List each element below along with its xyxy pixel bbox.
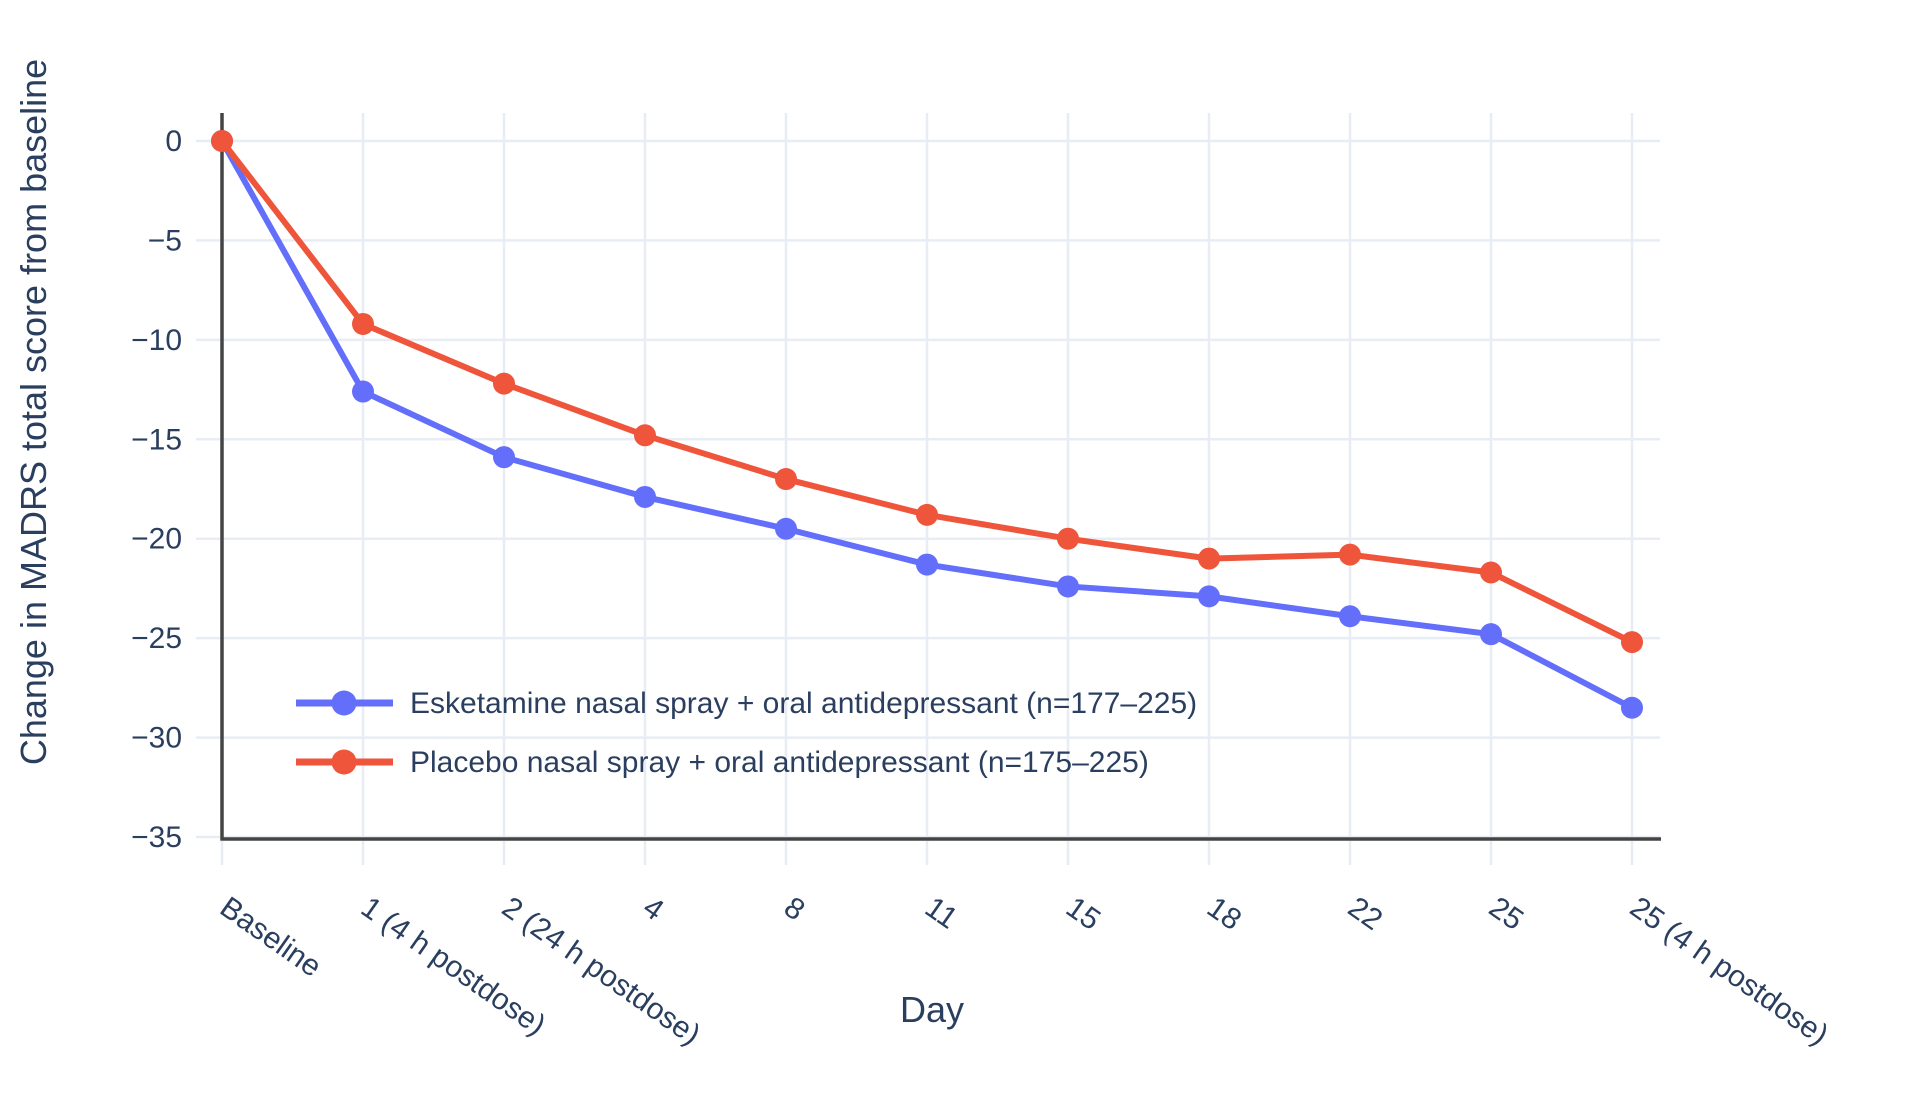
x-tick-label: 11 (919, 891, 963, 936)
data-point (493, 446, 515, 469)
data-point (775, 517, 797, 540)
data-point (1621, 631, 1643, 654)
data-point (916, 553, 938, 576)
x-axis-title: Day (900, 989, 964, 1030)
data-point (1621, 696, 1643, 719)
y-tick-label: −20 (131, 523, 182, 556)
data-point (1480, 561, 1502, 584)
legend-label-placebo: Placebo nasal spray + oral antidepressan… (410, 746, 1149, 779)
x-tick-label: 22 (1342, 891, 1388, 937)
x-tick-label: Baseline (214, 891, 327, 984)
data-point (1057, 575, 1079, 598)
data-point (1339, 543, 1361, 566)
legend-marker-esketamine (331, 690, 357, 716)
y-tick-label: −15 (131, 423, 182, 456)
data-point (352, 312, 374, 335)
data-point (1057, 527, 1079, 550)
y-tick-label: −35 (131, 821, 182, 854)
legend-item-placebo[interactable]: Placebo nasal spray + oral antidepressan… (296, 746, 1149, 779)
x-tick-label: 18 (1201, 891, 1247, 937)
grid-layer (196, 113, 1660, 865)
data-point (1480, 623, 1502, 646)
legend: Esketamine nasal spray + oral antidepres… (296, 687, 1197, 779)
y-axis-title: Change in MADRS total score from baselin… (13, 59, 54, 765)
legend-marker-placebo (331, 749, 357, 775)
x-tick-label: 15 (1060, 891, 1106, 937)
x-tick-label: 25 (1483, 891, 1529, 937)
data-point (1198, 585, 1220, 608)
data-point (211, 130, 233, 152)
y-tick-label: −30 (131, 722, 182, 755)
series-layer (211, 130, 1643, 719)
y-tick-label: −10 (131, 324, 182, 357)
data-point (493, 372, 515, 395)
data-point (634, 424, 656, 447)
data-point (634, 485, 656, 508)
legend-item-esketamine[interactable]: Esketamine nasal spray + oral antidepres… (296, 687, 1197, 720)
x-tick-label: 25 (4 h postdose) (1624, 891, 1834, 1052)
x-tick-label: 4 (637, 891, 670, 928)
data-point (352, 380, 374, 403)
data-point (1198, 547, 1220, 570)
y-tick-label: 0 (165, 125, 182, 158)
series-placebo (211, 130, 1643, 654)
data-point (916, 503, 938, 526)
data-point (775, 468, 797, 491)
axis-layer (220, 113, 1661, 841)
data-point (1339, 605, 1361, 628)
y-tick-label: −5 (148, 224, 182, 257)
x-tick-label: 8 (778, 891, 811, 928)
legend-label-esketamine: Esketamine nasal spray + oral antidepres… (410, 687, 1197, 720)
y-tick-label: −25 (131, 622, 182, 655)
